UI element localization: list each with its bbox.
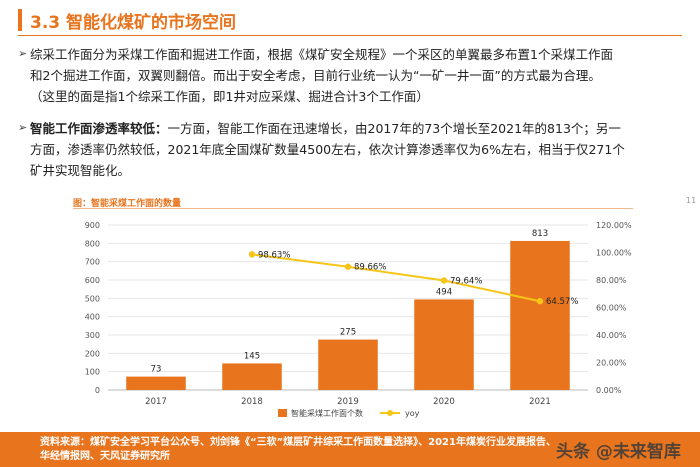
y-left-tick-label: 0 <box>95 386 100 395</box>
yoy-series-line <box>251 253 541 303</box>
yoy-data-label: 79.64% <box>450 276 482 286</box>
page-title: 3.3 智能化煤矿的市场空间 <box>30 13 237 33</box>
bar <box>510 240 570 390</box>
x-tick-label: 2018 <box>241 397 263 407</box>
y-right-tick-label: 60.00% <box>596 304 627 313</box>
legend-swatch-marker <box>387 410 393 416</box>
y-left-tick-label: 900 <box>85 221 100 230</box>
y-left-tick-label: 100 <box>85 368 100 377</box>
y-left-tick-label: 600 <box>85 276 100 285</box>
yoy-point <box>248 251 256 258</box>
paragraph-line: 和2个掘进工作面，双翼则翻倍。而出于安全考虑，目前行业统一认为“一矿一井一面”的… <box>30 68 601 83</box>
bar <box>318 339 378 390</box>
bar-data-label: 275 <box>340 328 356 338</box>
x-tick-label: 2021 <box>529 397 551 407</box>
y-left-tick-label: 400 <box>85 313 100 322</box>
bar <box>414 299 474 390</box>
yoy-point <box>440 277 448 284</box>
y-right-tick-label: 100.00% <box>596 249 632 258</box>
yoy-data-label: 89.66% <box>354 263 386 273</box>
y-left-tick-label: 200 <box>85 349 100 358</box>
paragraph-lead: 智能工作面渗透率较低： <box>30 121 168 136</box>
y-left-tick-label: 700 <box>85 258 100 267</box>
bar-data-label: 813 <box>532 229 548 239</box>
x-tick-label: 2017 <box>145 397 167 407</box>
legend-label-bar: 智能采煤工作面个数 <box>291 408 363 418</box>
y-left-tick-label: 500 <box>85 294 100 303</box>
yoy-data-label: 98.63% <box>258 250 290 260</box>
header-divider <box>18 35 682 36</box>
paragraph-line: 矿井实现智能化。 <box>30 163 131 178</box>
chart-title: 图：智能采煤工作面的数量 <box>73 199 182 209</box>
paragraph-line: 方面，渗透率仍然较低，2021年底全国煤矿数量4500左右，依次计算渗透率仅为6… <box>30 142 625 157</box>
y-right-tick-label: 20.00% <box>596 359 627 368</box>
bar-data-label: 494 <box>436 287 452 297</box>
x-tick-label: 2020 <box>433 397 455 407</box>
legend-label-line: yoy <box>405 409 420 418</box>
bar <box>126 376 186 390</box>
y-left-tick-label: 300 <box>85 331 100 340</box>
page-number: 11 <box>686 196 697 205</box>
bar-data-label: 145 <box>244 351 260 361</box>
bar <box>222 363 282 390</box>
header-accent <box>18 9 22 31</box>
y-right-tick-label: 0.00% <box>596 386 622 395</box>
x-tick-label: 2019 <box>337 397 359 407</box>
yoy-point <box>536 298 544 305</box>
bullet-arrow-icon: ➢ <box>18 121 28 134</box>
legend-swatch-bar <box>278 409 287 417</box>
source-line: 资料来源：煤矿安全学习平台公众号、刘剑锋《“三软”煤层矿井综采工作面数量选择》、… <box>40 437 556 448</box>
paragraph-line: （这里的面是指1个综采工作面，即1井对应采煤、掘进合计3个工作面） <box>30 89 429 104</box>
paragraph-text: 一方面，智能工作面在迅速增长，由2017年的73个增长至2021年的813个；另… <box>167 121 621 136</box>
paragraph-line: 智能工作面渗透率较低：一方面，智能工作面在迅速增长，由2017年的73个增长至2… <box>30 118 678 139</box>
source-note: 资料来源：煤矿安全学习平台公众号、刘剑锋《“三软”煤层矿井综采工作面数量选择》、… <box>40 436 600 464</box>
paragraph-penetration: 智能工作面渗透率较低：一方面，智能工作面在迅速增长，由2017年的73个增长至2… <box>30 118 678 181</box>
watermark: 头条 @未来智库 <box>556 442 681 462</box>
y-right-tick-label: 120.00% <box>596 221 632 230</box>
yoy-data-label: 64.57% <box>546 297 578 307</box>
yoy-point <box>344 263 352 270</box>
y-right-tick-label: 40.00% <box>596 331 627 340</box>
paragraph-working-faces: 综采工作面分为采煤工作面和掘进工作面，根据《煤矿安全规程》一个采区的单翼最多布置… <box>30 44 678 107</box>
paragraph-line: 综采工作面分为采煤工作面和掘进工作面，根据《煤矿安全规程》一个采区的单翼最多布置… <box>30 47 613 62</box>
footer-bar <box>0 432 700 467</box>
source-line: 华经情报网、天风证券研究所 <box>40 451 170 462</box>
bar-data-label: 73 <box>151 365 162 375</box>
bullet-arrow-icon: ➢ <box>18 47 28 60</box>
y-right-tick-label: 80.00% <box>596 276 627 285</box>
chart-title-divider <box>73 208 633 209</box>
y-left-tick-label: 800 <box>85 239 100 248</box>
